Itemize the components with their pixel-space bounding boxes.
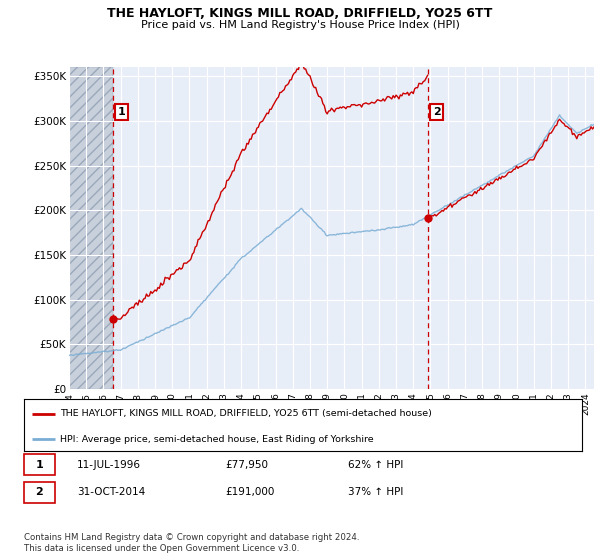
Bar <box>69 67 113 389</box>
Text: 1: 1 <box>118 107 125 117</box>
Text: 11-JUL-1996: 11-JUL-1996 <box>77 460 141 470</box>
Text: Contains HM Land Registry data © Crown copyright and database right 2024.
This d: Contains HM Land Registry data © Crown c… <box>24 533 359 553</box>
Text: 2: 2 <box>35 487 43 497</box>
Text: HPI: Average price, semi-detached house, East Riding of Yorkshire: HPI: Average price, semi-detached house,… <box>60 435 374 444</box>
Text: 2: 2 <box>433 107 440 117</box>
Bar <box>24 482 55 503</box>
Text: 1: 1 <box>35 460 43 470</box>
Text: Price paid vs. HM Land Registry's House Price Index (HPI): Price paid vs. HM Land Registry's House … <box>140 20 460 30</box>
Text: THE HAYLOFT, KINGS MILL ROAD, DRIFFIELD, YO25 6TT (semi-detached house): THE HAYLOFT, KINGS MILL ROAD, DRIFFIELD,… <box>60 409 432 418</box>
Text: 62% ↑ HPI: 62% ↑ HPI <box>347 460 403 470</box>
Text: £77,950: £77,950 <box>225 460 268 470</box>
Text: £191,000: £191,000 <box>225 487 274 497</box>
Text: THE HAYLOFT, KINGS MILL ROAD, DRIFFIELD, YO25 6TT: THE HAYLOFT, KINGS MILL ROAD, DRIFFIELD,… <box>107 7 493 20</box>
Bar <box>69 67 113 389</box>
Text: 31-OCT-2014: 31-OCT-2014 <box>77 487 145 497</box>
Bar <box>24 454 55 475</box>
Text: 37% ↑ HPI: 37% ↑ HPI <box>347 487 403 497</box>
